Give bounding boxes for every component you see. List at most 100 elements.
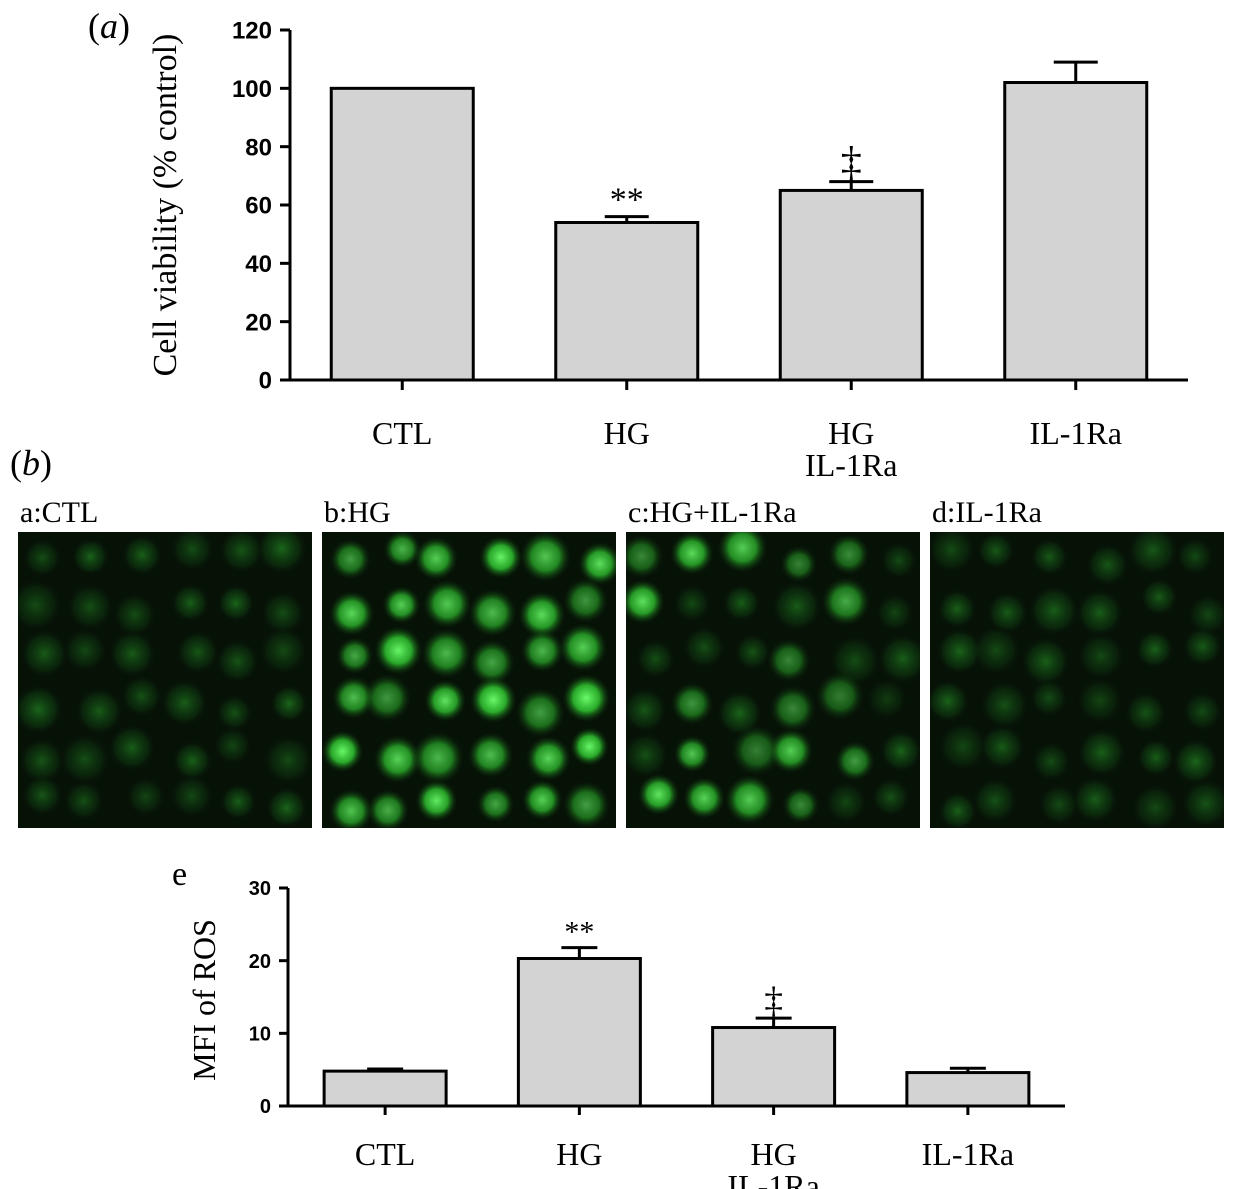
y-tick-label: 20 [249, 951, 271, 973]
cell [835, 741, 875, 781]
cell [767, 639, 811, 682]
cell [176, 630, 220, 674]
cell [1176, 537, 1214, 575]
cell [1172, 738, 1219, 785]
cell [977, 532, 1015, 570]
cell [1135, 630, 1174, 669]
micrograph-background [18, 532, 312, 828]
significance-mark: ** [564, 916, 594, 949]
cell [871, 778, 911, 817]
cell [414, 536, 458, 580]
y-tick-label: 0 [259, 368, 272, 395]
cell [217, 584, 255, 622]
cell [1086, 543, 1129, 587]
cell [256, 532, 308, 575]
micrograph-background [930, 532, 1224, 828]
micrograph-row: a:CTL b:HG c:HG+IL-1Ra d:IL-1Ra [18, 496, 1224, 828]
cell [421, 628, 471, 679]
bar [905, 1071, 1031, 1108]
cell [23, 538, 62, 577]
cell [670, 532, 714, 575]
cell [18, 684, 64, 735]
cell [1140, 578, 1178, 616]
cell [1137, 738, 1175, 777]
y-tick-label: 120 [232, 18, 272, 45]
cell [332, 676, 375, 719]
cell [1030, 538, 1069, 576]
cell [626, 687, 668, 733]
cell [673, 584, 711, 623]
cell [717, 532, 768, 573]
y-tick-label: 60 [245, 193, 272, 220]
cell [374, 626, 423, 675]
micrograph-label: d:IL-1Ra [932, 496, 1042, 529]
cell [367, 789, 409, 828]
y-tick-label: 0 [260, 1096, 271, 1118]
cell [1131, 784, 1179, 828]
x-category-label: CTL [355, 1136, 415, 1172]
cell [172, 740, 213, 781]
cell [415, 779, 458, 822]
cell [412, 732, 464, 784]
cell [363, 674, 411, 722]
cell [468, 589, 517, 637]
y-tick-label: 10 [249, 1024, 271, 1046]
cell [126, 777, 166, 817]
cell [1182, 626, 1223, 667]
cell [520, 532, 571, 582]
micrograph-image [930, 532, 1224, 828]
cell [219, 532, 265, 573]
cell [671, 682, 714, 725]
x-category-label: IL-1Ra [1030, 415, 1122, 451]
cell [716, 690, 763, 737]
cell [71, 538, 110, 576]
cell [866, 678, 908, 720]
cell [220, 783, 257, 820]
y-tick-label: 100 [232, 76, 272, 103]
cell [113, 593, 157, 637]
cell [108, 630, 156, 678]
cell [682, 626, 726, 669]
x-category-label: HG [751, 1136, 797, 1172]
cell [570, 727, 609, 766]
cell [980, 680, 1029, 730]
chart-a-y-axis-label: Cell viability (% control) [147, 34, 184, 377]
micrograph-label: a:CTL [20, 496, 98, 529]
cell [518, 591, 566, 639]
cell [1124, 691, 1167, 734]
cell [216, 694, 253, 731]
cell [160, 679, 208, 727]
bar [711, 1026, 837, 1108]
cell [479, 535, 523, 579]
cell [771, 581, 822, 632]
x-category-label: IL-1Ra [805, 447, 897, 483]
bar [322, 1069, 448, 1108]
cell [515, 688, 565, 738]
cell [626, 534, 664, 579]
cell [521, 629, 564, 673]
cell [263, 735, 312, 785]
cell [215, 639, 260, 684]
bar [329, 86, 475, 382]
cell [121, 534, 163, 576]
cell [768, 728, 813, 773]
y-tick-label: 20 [245, 309, 272, 336]
x-category-label: CTL [372, 415, 432, 451]
cell [938, 721, 988, 772]
cell [1075, 588, 1124, 637]
cell [1021, 637, 1071, 687]
micrograph-label: b:HG [324, 496, 391, 529]
x-category-label: HG [556, 1136, 602, 1172]
x-category-label: HG [828, 415, 874, 451]
cell [683, 777, 725, 819]
cell [626, 579, 665, 624]
cell [18, 579, 62, 631]
cell [879, 730, 920, 773]
cell [578, 542, 616, 585]
cell [979, 724, 1025, 770]
cell [880, 542, 917, 579]
cell [1181, 779, 1224, 828]
cell [821, 577, 871, 626]
